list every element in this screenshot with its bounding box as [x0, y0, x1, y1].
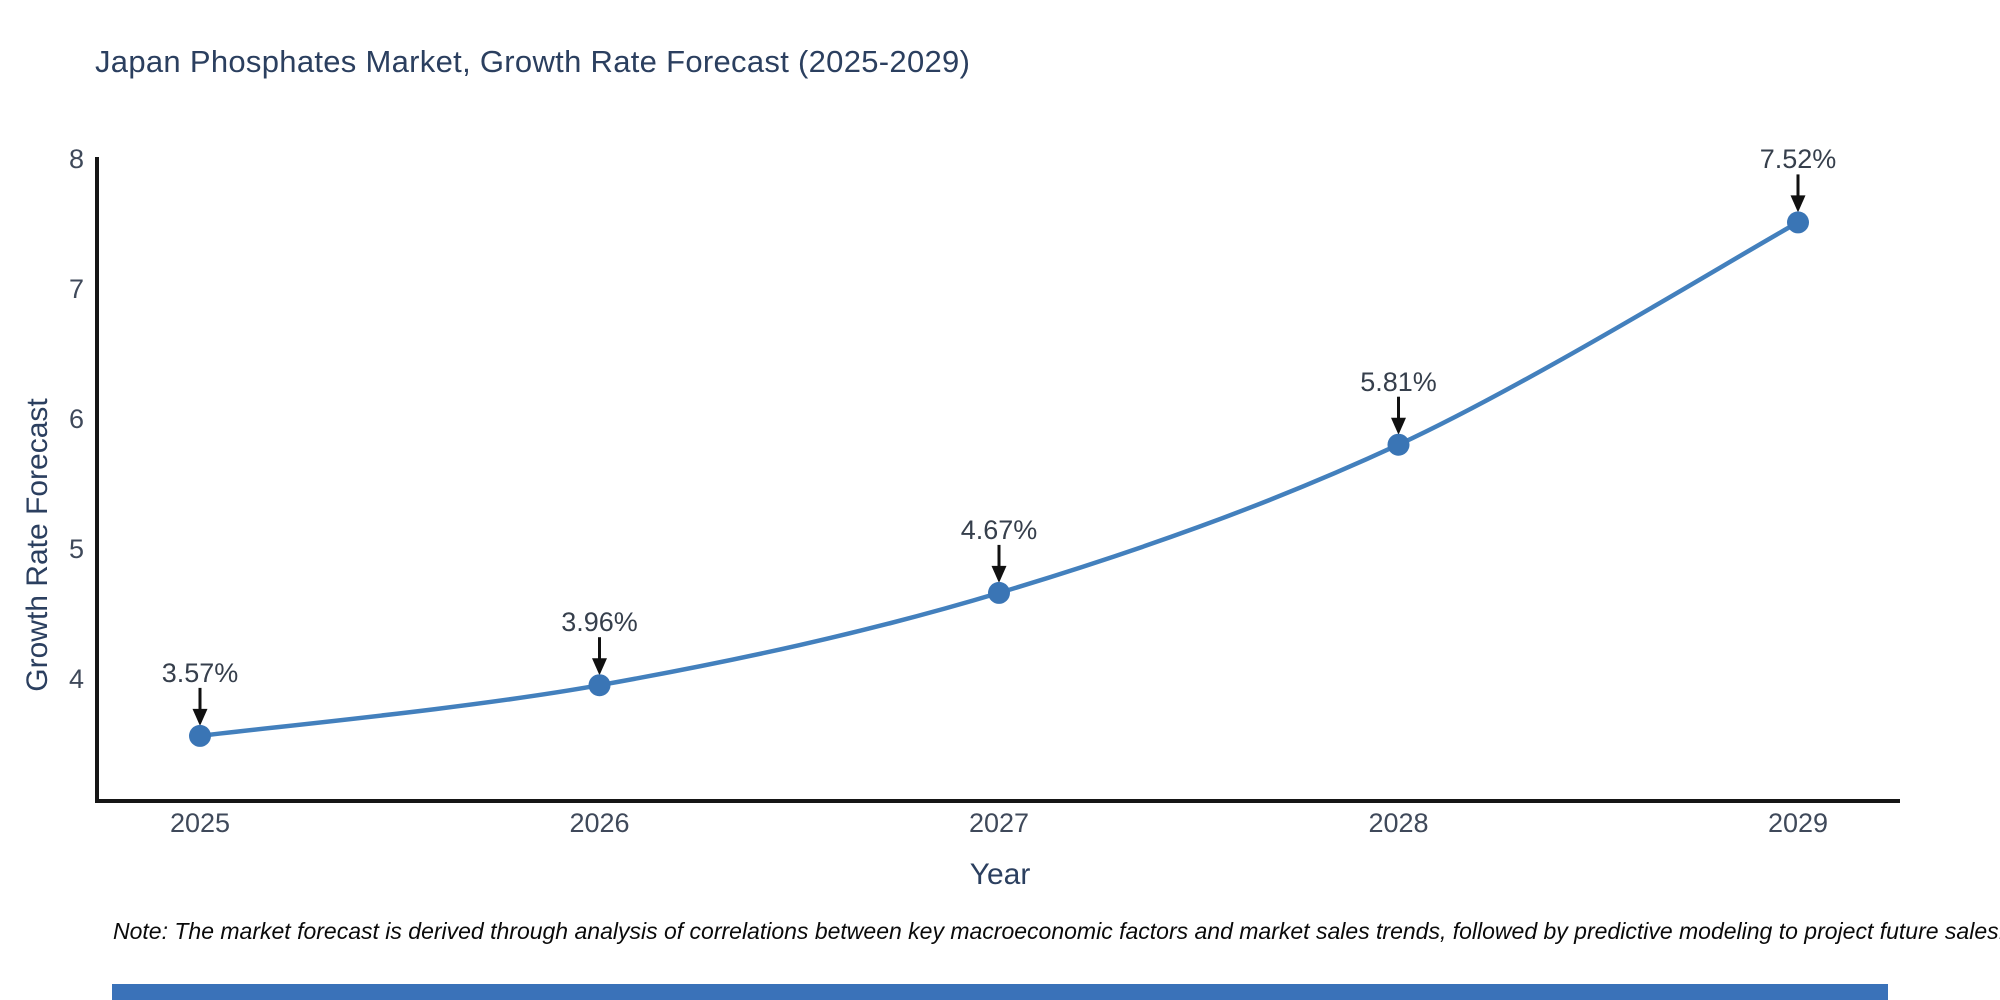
annotation-arrowhead [991, 565, 1007, 583]
data-point-label: 3.57% [161, 657, 239, 688]
chart-title: Japan Phosphates Market, Growth Rate For… [95, 44, 971, 79]
y-tick-label: 7 [68, 274, 84, 304]
data-point-marker [1787, 211, 1809, 234]
x-tick-label: 2027 [968, 808, 1030, 838]
data-point-marker [189, 724, 211, 747]
x-axis-title: Year [969, 858, 1031, 891]
data-point-label: 5.81% [1360, 366, 1437, 397]
y-tick-label: 4 [68, 664, 84, 694]
y-axis-title: Growth Rate Forecast [21, 398, 54, 692]
annotation-arrowhead [192, 708, 208, 726]
data-point-label: 7.52% [1759, 144, 1837, 175]
y-tick-label: 6 [68, 404, 84, 434]
data-point-marker [988, 581, 1010, 604]
x-tick-label: 2029 [1767, 808, 1829, 838]
growth-rate-line [199, 220, 1800, 739]
y-tick-label: 5 [68, 534, 84, 564]
annotation-arrowhead [1391, 417, 1406, 435]
footer-accent-bar [112, 984, 1888, 1000]
annotation-arrowhead [592, 658, 607, 676]
x-tick-label: 2025 [169, 808, 231, 838]
x-tick-label: 2026 [569, 808, 630, 838]
data-point-marker [1387, 433, 1410, 456]
x-tick-label: 2028 [1368, 808, 1429, 838]
chart-footnote: Note: The market forecast is derived thr… [113, 918, 2000, 944]
data-point-label: 3.96% [561, 607, 638, 638]
y-tick-label: 8 [68, 144, 84, 174]
data-point-label: 4.67% [960, 514, 1038, 545]
annotation-arrowhead [1790, 195, 1806, 213]
data-point-marker [588, 674, 611, 697]
